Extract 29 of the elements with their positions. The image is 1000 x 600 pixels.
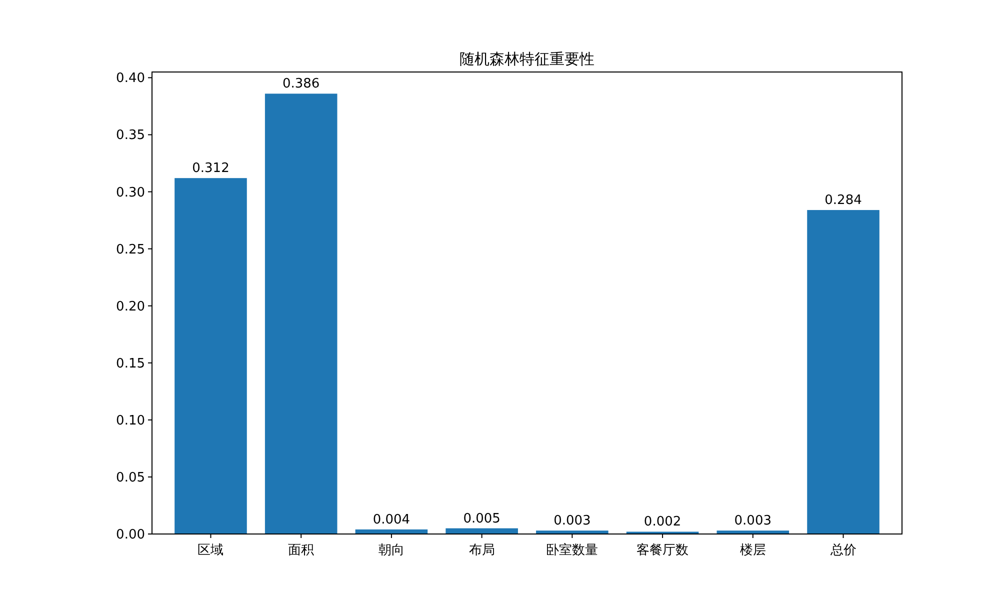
y-tick-label: 0.35 — [116, 128, 145, 144]
x-tick-label: 朝向 — [378, 543, 404, 558]
bar — [807, 210, 880, 534]
x-tick-label: 区域 — [198, 543, 224, 558]
y-tick-label: 0.25 — [116, 242, 145, 258]
x-tick-label: 面积 — [288, 543, 314, 558]
data-label: 0.004 — [372, 512, 410, 528]
y-tick-label: 0.10 — [116, 413, 145, 428]
y-tick-label: 0.15 — [116, 356, 145, 372]
data-label: 0.005 — [463, 511, 500, 526]
x-tick-label: 布局 — [468, 543, 495, 558]
bar — [264, 94, 338, 534]
data-label: 0.003 — [734, 514, 772, 529]
chart-title: 随机森林特征重要性 — [460, 50, 594, 68]
data-label: 0.386 — [282, 76, 320, 92]
y-tick-label: 0.30 — [116, 185, 145, 200]
bar — [174, 178, 247, 534]
data-label: 0.312 — [192, 161, 230, 176]
x-tick-label: 客餐厅数 — [636, 542, 689, 558]
data-label: 0.003 — [554, 514, 591, 529]
data-label: 0.002 — [644, 514, 682, 530]
x-tick-label: 楼层 — [740, 543, 766, 558]
x-tick-label: 卧室数量 — [546, 542, 598, 558]
y-tick-label: 0.00 — [116, 528, 145, 542]
y-tick-label: 0.20 — [116, 299, 145, 314]
data-label: 0.284 — [824, 193, 862, 208]
y-tick-label: 0.40 — [116, 71, 145, 86]
y-tick-label: 0.05 — [116, 470, 145, 486]
x-tick-label: 总价 — [829, 543, 856, 558]
